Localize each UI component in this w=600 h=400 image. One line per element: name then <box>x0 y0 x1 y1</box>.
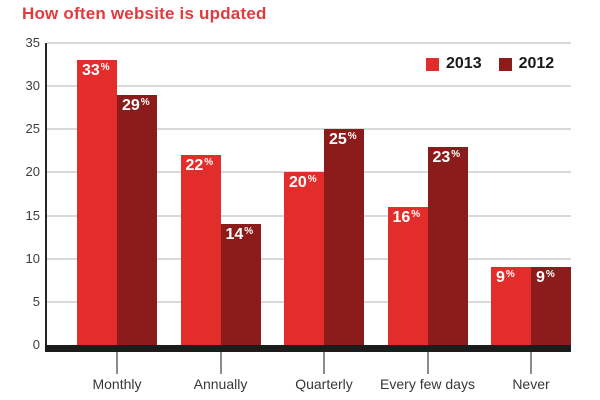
legend-item-2012: 2012 <box>498 55 555 73</box>
bar-2012-every-few-days: 23% <box>427 146 468 345</box>
bar-value-label: 9% <box>496 269 515 287</box>
y-axis-label: 30 <box>25 78 40 94</box>
legend: 2013 2012 <box>426 55 554 73</box>
y-axis-line <box>45 43 47 345</box>
bar-2013-monthly: 33% <box>77 60 117 345</box>
bar-value-label: 25% <box>329 131 357 149</box>
x-axis-label: Every few days <box>380 376 475 392</box>
bar-value-label: 16% <box>392 208 421 226</box>
bar-2013-annually: 22% <box>180 155 221 345</box>
y-axis-label: 15 <box>25 207 40 223</box>
bar-value-label: 22% <box>185 157 214 175</box>
x-axis-label: Annually <box>193 376 248 392</box>
x-axis-label: Monthly <box>92 376 142 392</box>
bar-value-label: 14% <box>225 226 254 244</box>
bar-value-label: 33% <box>82 62 110 80</box>
bar-2012-quarterly: 25% <box>324 129 364 345</box>
bar-2013-every-few-days: 16% <box>387 206 428 345</box>
legend-label: 2013 <box>446 55 482 72</box>
y-axis-label: 35 <box>25 35 40 50</box>
legend-swatch-2013 <box>426 57 439 71</box>
legend-item-2013: 2013 <box>426 55 482 73</box>
bar-value-label: 20% <box>289 174 317 192</box>
bar-2012-never: 9% <box>531 267 571 345</box>
bar-2012-annually: 14% <box>220 224 261 345</box>
legend-label: 2012 <box>518 55 555 72</box>
x-axis-baseline <box>45 345 571 352</box>
y-axis-label: 0 <box>32 337 40 352</box>
bar-value-label: 23% <box>432 148 461 166</box>
bar-2012-monthly: 29% <box>117 94 157 345</box>
x-axis-label: Never <box>512 376 550 392</box>
bar-2013-quarterly: 20% <box>284 172 324 345</box>
y-axis-label: 5 <box>32 293 40 309</box>
chart-title: How often website is updated <box>22 4 267 23</box>
bar-value-label: 9% <box>536 269 555 287</box>
x-axis-label: Quarterly <box>295 376 353 392</box>
y-axis-label: 20 <box>25 164 40 180</box>
x-tick <box>219 352 222 374</box>
bar-2013-never: 9% <box>491 267 531 345</box>
x-tick <box>530 352 532 374</box>
y-axis-label: 25 <box>25 121 40 137</box>
gridline <box>47 42 571 44</box>
y-axis-label: 10 <box>25 250 40 266</box>
x-tick <box>116 352 118 374</box>
gridline <box>47 85 571 88</box>
x-tick <box>323 352 325 374</box>
legend-swatch-2012 <box>498 57 512 71</box>
gridline <box>47 128 571 131</box>
bar-value-label: 29% <box>122 96 150 114</box>
x-tick <box>426 352 429 374</box>
